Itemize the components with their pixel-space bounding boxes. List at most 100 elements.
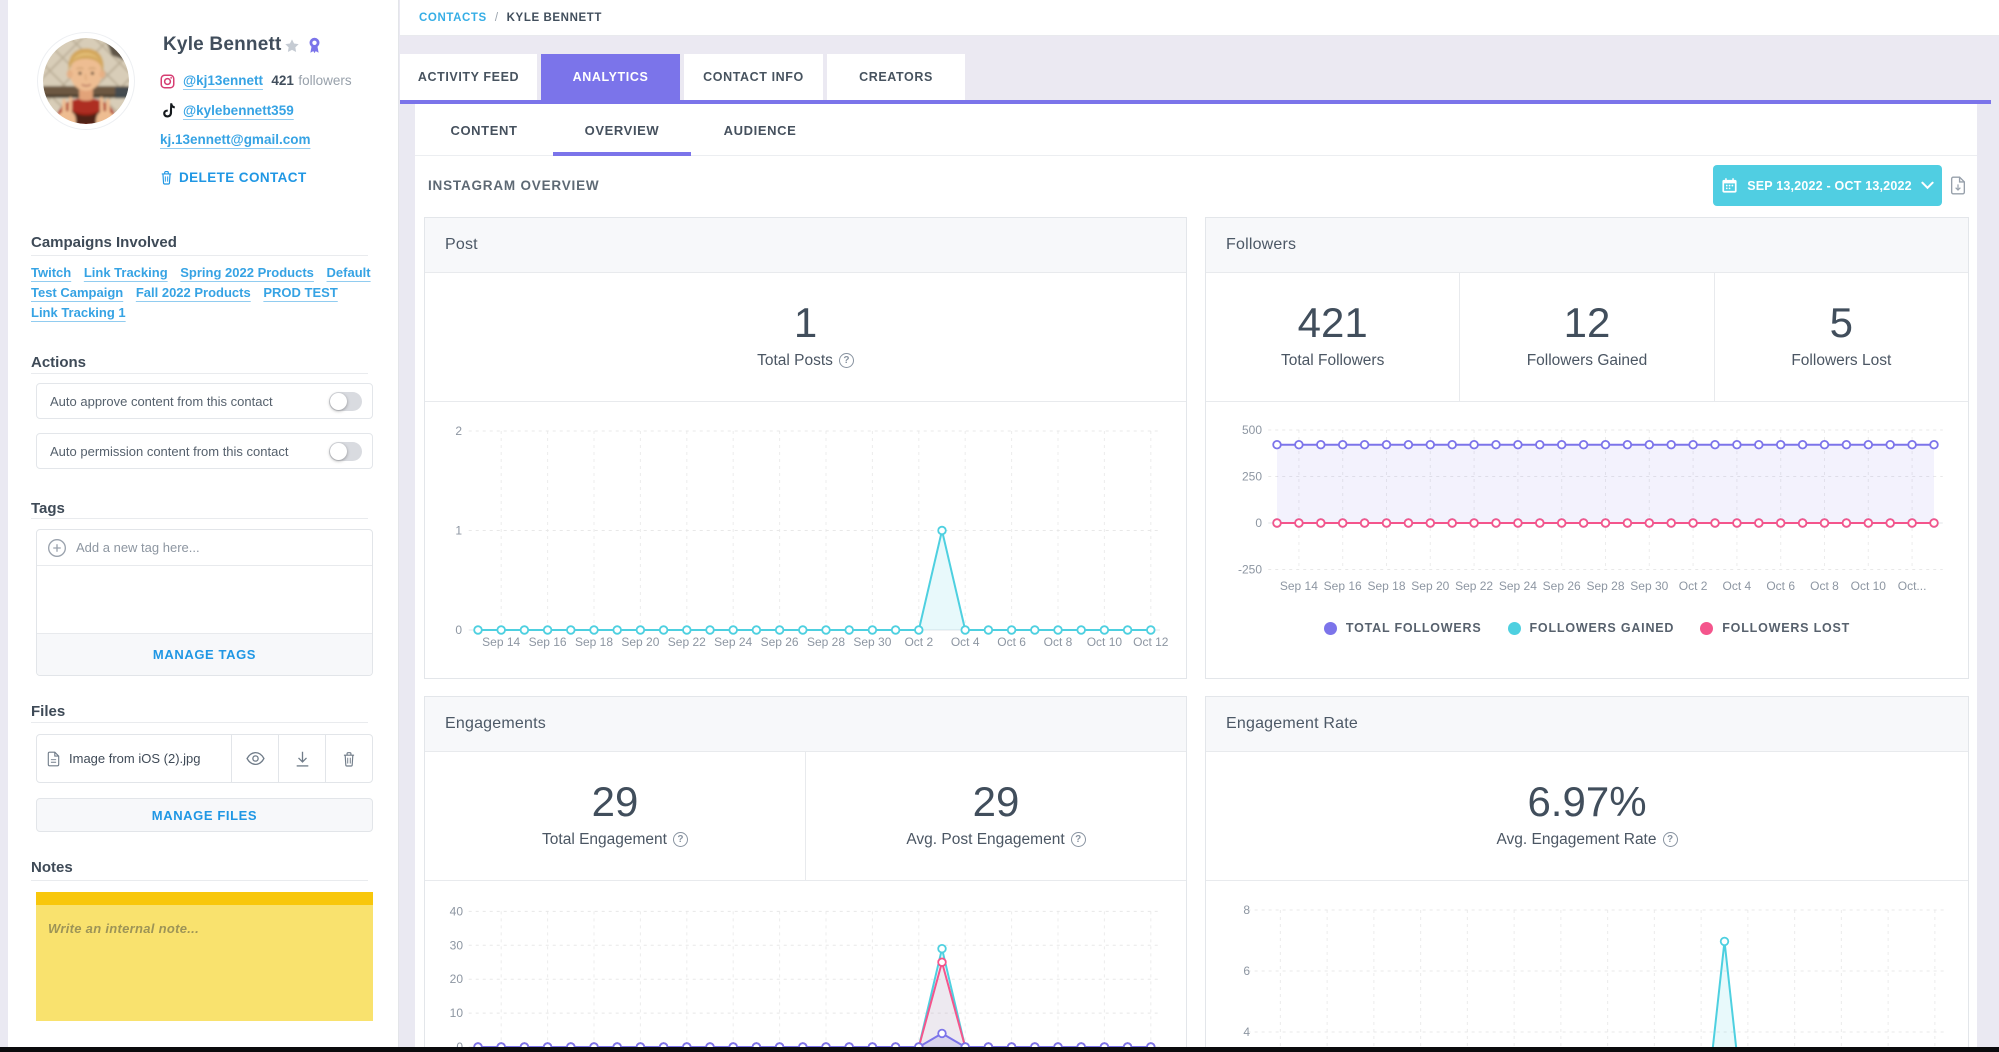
manage-tags-button[interactable]: MANAGE TAGS [37,633,372,675]
tab-bar-accent-line [400,100,1991,104]
svg-text:Oct 8: Oct 8 [1810,579,1839,593]
legend-item-total-followers[interactable]: TOTAL FOLLOWERS [1323,621,1482,635]
stat-value: 1 [793,299,818,347]
delete-contact-label: DELETE CONTACT [179,170,307,185]
svg-text:Sep 22: Sep 22 [1455,579,1493,593]
trash-icon [160,170,173,185]
legend-dot [1700,621,1714,635]
stat-value: 29 [591,778,639,826]
subtab-audience[interactable]: AUDIENCE [691,104,829,156]
note-top-bar [36,892,373,905]
svg-text:Sep 30: Sep 30 [1630,579,1668,593]
help-icon[interactable]: ? [838,353,854,369]
instagram-handle-link[interactable]: @kj13ennett [183,73,263,88]
breadcrumb: CONTACTS / KYLE BENNETT [400,0,1999,36]
date-range-label: SEP 13,2022 - OCT 13,2022 [1747,178,1912,193]
svg-text:8: 8 [1243,903,1250,917]
manage-files-button[interactable]: MANAGE FILES [36,798,373,832]
download-file-button[interactable] [278,735,325,782]
svg-text:30: 30 [450,938,464,952]
campaign-link[interactable]: Twitch [31,265,72,280]
file-name[interactable]: Image from iOS (2).jpg [69,751,201,766]
trash-icon [342,751,356,767]
svg-text:Sep 16: Sep 16 [1324,579,1362,593]
avatar [38,33,134,129]
stat-total-posts: 1 Total Posts? [425,273,1186,401]
tags-title: Tags [31,500,65,517]
svg-text:Sep 28: Sep 28 [1586,579,1624,593]
help-icon[interactable]: ? [1662,832,1678,848]
tab-analytics[interactable]: ANALYTICS [541,54,680,100]
svg-text:-250: -250 [1238,563,1262,577]
file-row: Image from iOS (2).jpg [36,734,373,783]
tab-activity-feed[interactable]: ACTIVITY FEED [400,54,537,100]
campaign-link[interactable]: Default Test Campaign [31,265,371,300]
date-range-picker[interactable]: SEP 13,2022 - OCT 13,2022 [1713,165,1942,206]
delete-contact-button[interactable]: DELETE CONTACT [160,170,307,185]
toggle-card-auto-approve: Auto approve content from this contact [36,383,373,419]
analytics-panel: CONTENT OVERVIEW AUDIENCE INSTAGRAM OVERVI… [415,104,1977,1052]
campaign-link[interactable]: Link Tracking 1 [31,305,126,320]
breadcrumb-contacts-link[interactable]: CONTACTS [419,11,487,24]
tiktok-icon [160,102,175,119]
card-title-engagement_rate: Engagement Rate [1206,697,1968,752]
window-bottom-edge [0,1047,1999,1052]
svg-text:Oct 8: Oct 8 [1044,635,1073,649]
svg-text:Oct 2: Oct 2 [904,635,933,649]
analytics-subnav: CONTENT OVERVIEW AUDIENCE [415,104,1977,156]
email-link[interactable]: kj.13ennett@gmail.com [160,132,311,147]
stat-value: 29 [972,778,1020,826]
svg-text:Sep 20: Sep 20 [1411,579,1449,593]
legend-dot [1323,621,1337,635]
notes-input[interactable]: Write an internal note... [36,892,373,1021]
svg-text:Oct 2: Oct 2 [1679,579,1708,593]
stat-value: 5 [1829,299,1853,347]
subtab-label: OVERVIEW [584,122,660,138]
delete-file-button[interactable] [325,735,372,782]
subtab-overview[interactable]: OVERVIEW [553,104,691,156]
stat-label: Followers Gained [1526,351,1648,369]
help-icon[interactable]: ? [672,832,688,848]
followers-word: followers [298,73,352,88]
legend-item-followers-gained[interactable]: FOLLOWERS GAINED [1507,621,1675,635]
contact-sidebar: Kyle Bennett @kj13ennett 421 followers [8,0,399,1047]
export-report-button[interactable] [1950,176,1966,200]
auto-permission-label: Auto permission content from this contac… [50,443,289,459]
campaign-link[interactable]: Spring 2022 Products [180,265,314,280]
files-title: Files [31,703,66,720]
calendar-icon [1721,177,1738,194]
stat-followers-lost: 5 Followers Lost [1713,273,1968,401]
auto-permission-toggle[interactable] [329,441,362,461]
legend-dot [1507,621,1521,635]
card-title-posts: Post [425,218,1186,273]
svg-text:Sep 26: Sep 26 [1543,579,1581,593]
subtab-content[interactable]: CONTENT [415,104,553,156]
svg-text:Oct 10: Oct 10 [1851,579,1887,593]
legend-item-followers-lost[interactable]: FOLLOWERS LOST [1700,621,1850,635]
campaign-link[interactable]: Fall 2022 Products [135,285,251,300]
tab-contact-info[interactable]: CONTACT INFO [684,54,823,100]
breadcrumb-separator: / [494,11,499,24]
help-icon[interactable]: ? [1070,832,1086,848]
add-tag-input[interactable]: Add a new tag here... [37,530,372,566]
tiktok-handle-link[interactable]: @kylebennett359 [183,103,294,118]
favorite-star-icon[interactable] [284,38,300,54]
campaign-link[interactable]: Link Tracking [83,265,168,280]
instagram-row: @kj13ennett 421 followers [160,72,352,90]
tab-creators[interactable]: CREATORS [827,54,965,100]
preview-file-button[interactable] [231,735,278,782]
notes-title: Notes [31,859,73,876]
campaign-link[interactable]: PROD TEST [263,285,338,300]
svg-text:Sep 30: Sep 30 [853,635,891,649]
card-engagement_rate: Engagement Rate 6.97% Avg. Engagement Rate… [1205,696,1969,1052]
overview-header-row: INSTAGRAM OVERVIEW SEP 13,2022 - OCT 13,… [415,156,1977,217]
svg-text:Sep 14: Sep 14 [1280,579,1318,593]
stat-avg-post-engagement: 29 Avg. Post Engagement? [805,752,1186,880]
campaigns-title: Campaigns Involved [31,234,177,251]
active-subtab-underline [553,152,691,156]
auto-approve-toggle[interactable] [329,391,362,411]
svg-text:Sep 14: Sep 14 [482,635,520,649]
svg-text:40: 40 [450,904,464,918]
stats-row: 1 Total Posts? [425,273,1186,402]
svg-text:Oct 4: Oct 4 [951,635,980,649]
